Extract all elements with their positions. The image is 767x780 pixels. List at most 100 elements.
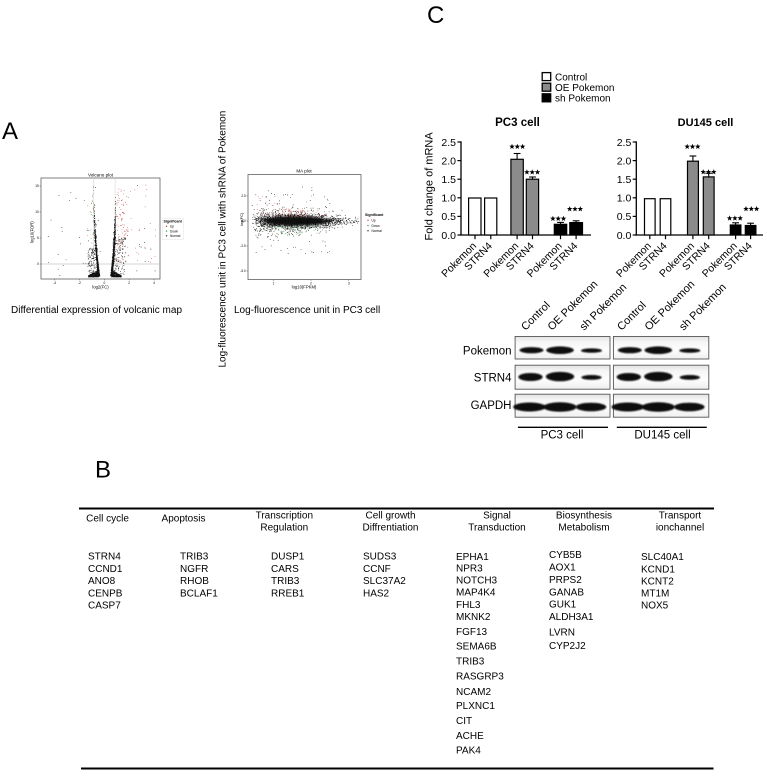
svg-text:Fold change of mRNA: Fold change of mRNA [424, 132, 436, 241]
svg-text:CARS: CARS [271, 564, 299, 575]
svg-text:-5.0: -5.0 [240, 269, 246, 273]
svg-text:sh Pokemon: sh Pokemon [555, 94, 611, 105]
svg-text:AOX1: AOX1 [549, 563, 576, 574]
svg-text:5: 5 [37, 236, 39, 240]
svg-text:Signal: Signal [483, 511, 511, 522]
svg-text:BCLAF1: BCLAF1 [180, 589, 218, 600]
svg-text:Down: Down [372, 224, 380, 228]
svg-text:3: 3 [348, 282, 350, 286]
svg-text:Normal: Normal [372, 229, 383, 233]
svg-text:Pokemon: Pokemon [463, 346, 512, 358]
svg-text:0: 0 [37, 262, 39, 266]
svg-text:Significant: Significant [365, 213, 384, 217]
svg-text:Down: Down [170, 229, 178, 233]
svg-text:ALDH3A1: ALDH3A1 [549, 612, 594, 623]
svg-text:0.0: 0.0 [441, 230, 456, 242]
svg-text:RHOB: RHOB [180, 576, 209, 587]
svg-text:ACHE: ACHE [456, 731, 484, 742]
svg-text:PAK4: PAK4 [456, 746, 481, 757]
svg-text:NOX5: NOX5 [641, 600, 669, 611]
svg-text:2.5: 2.5 [617, 137, 632, 149]
svg-text:4: 4 [153, 281, 155, 285]
svg-text:CIT: CIT [456, 716, 472, 727]
svg-text:Regulation: Regulation [260, 523, 308, 534]
svg-text:log10(FPKM): log10(FPKM) [292, 285, 317, 290]
svg-text:RASGRP3: RASGRP3 [456, 671, 504, 682]
svg-text:Up: Up [372, 219, 376, 223]
svg-text:EPHA1: EPHA1 [456, 552, 489, 563]
svg-text:SLC37A2: SLC37A2 [363, 576, 406, 587]
svg-text:Significant: Significant [164, 220, 183, 224]
svg-text:0.0: 0.0 [617, 230, 632, 242]
svg-text:PRPS2: PRPS2 [549, 575, 582, 586]
svg-text:15: 15 [35, 184, 39, 188]
svg-text:Cell cycle: Cell cycle [86, 514, 129, 525]
svg-text:Differential expression of vol: Differential expression of volcanic map [11, 305, 182, 316]
svg-text:Apoptosis: Apoptosis [162, 514, 206, 525]
svg-text:MT1M: MT1M [641, 588, 669, 599]
svg-text:Metabolism: Metabolism [558, 523, 609, 534]
svg-text:1.0: 1.0 [617, 193, 632, 205]
svg-text:1.5: 1.5 [441, 174, 456, 186]
svg-text:CENPB: CENPB [88, 589, 123, 600]
svg-text:Log-fluorescence unit in PC3 c: Log-fluorescence unit in PC3 cell with s… [218, 111, 229, 368]
svg-text:CCNF: CCNF [363, 564, 391, 575]
svg-text:Volcano plot: Volcano plot [88, 173, 114, 178]
svg-text:0.5: 0.5 [441, 211, 456, 223]
svg-text:NGFR: NGFR [180, 564, 208, 575]
svg-text:NCAM2: NCAM2 [456, 687, 491, 698]
svg-text:Diffrentiation: Diffrentiation [363, 523, 419, 534]
svg-text:KCND1: KCND1 [641, 564, 675, 575]
svg-text:Biosynthesis: Biosynthesis [556, 511, 612, 522]
svg-text:MKNK2: MKNK2 [456, 612, 491, 623]
svg-text:MA plot: MA plot [296, 169, 312, 174]
svg-text:1.5: 1.5 [617, 174, 632, 186]
svg-text:log10(FDR): log10(FDR) [30, 221, 35, 243]
svg-text:TRIB3: TRIB3 [456, 657, 485, 668]
svg-text:PC3 cell: PC3 cell [495, 117, 540, 129]
svg-text:RREB1: RREB1 [271, 589, 305, 600]
svg-text:0.5: 0.5 [617, 211, 632, 223]
svg-text:STRN4: STRN4 [88, 552, 121, 563]
svg-text:Cell growth: Cell growth [365, 511, 415, 522]
svg-text:10: 10 [35, 210, 39, 214]
svg-text:Transport: Transport [659, 511, 702, 522]
svg-text:2: 2 [310, 282, 312, 286]
svg-text:LVRN: LVRN [549, 627, 575, 638]
svg-text:SEMA6B: SEMA6B [456, 642, 497, 653]
svg-text:-4: -4 [53, 281, 56, 285]
svg-text:2.0: 2.0 [617, 155, 632, 167]
svg-text:KCNT2: KCNT2 [641, 576, 674, 587]
svg-text:PLXNC1: PLXNC1 [456, 701, 495, 712]
svg-text:DUSP1: DUSP1 [271, 552, 305, 563]
svg-text:1: 1 [273, 282, 275, 286]
svg-text:SLC40A1: SLC40A1 [641, 552, 684, 563]
svg-text:1.0: 1.0 [441, 193, 456, 205]
svg-text:ANO8: ANO8 [88, 576, 116, 587]
svg-text:log(FC): log(FC) [239, 212, 244, 226]
svg-text:FHL3: FHL3 [456, 600, 481, 611]
svg-text:2.5: 2.5 [241, 194, 246, 198]
svg-text:Transduction: Transduction [468, 523, 525, 534]
svg-text:GANAB: GANAB [549, 587, 584, 598]
svg-text:CYB5B: CYB5B [549, 550, 582, 561]
svg-text:Transcription: Transcription [256, 511, 313, 522]
svg-text:NOTCH3: NOTCH3 [456, 576, 498, 587]
svg-text:2.0: 2.0 [441, 155, 456, 167]
svg-text:MAP4K4: MAP4K4 [456, 587, 496, 598]
svg-text:SUDS3: SUDS3 [363, 552, 397, 563]
svg-text:CCND1: CCND1 [88, 564, 123, 575]
svg-text:HAS2: HAS2 [363, 589, 390, 600]
svg-text:C: C [427, 2, 444, 29]
svg-text:STRN4: STRN4 [474, 373, 512, 385]
svg-text:B: B [95, 457, 111, 484]
svg-text:GUK1: GUK1 [549, 600, 577, 611]
svg-text:-2: -2 [78, 281, 81, 285]
svg-text:PC3 cell: PC3 cell [541, 429, 584, 441]
svg-text:GAPDH: GAPDH [471, 400, 512, 412]
svg-text:DU145 cell: DU145 cell [678, 117, 734, 129]
svg-text:-2.5: -2.5 [240, 244, 246, 248]
svg-text:Normal: Normal [170, 234, 181, 238]
svg-text:0.0: 0.0 [241, 219, 246, 223]
svg-text:ionchannel: ionchannel [656, 523, 704, 534]
